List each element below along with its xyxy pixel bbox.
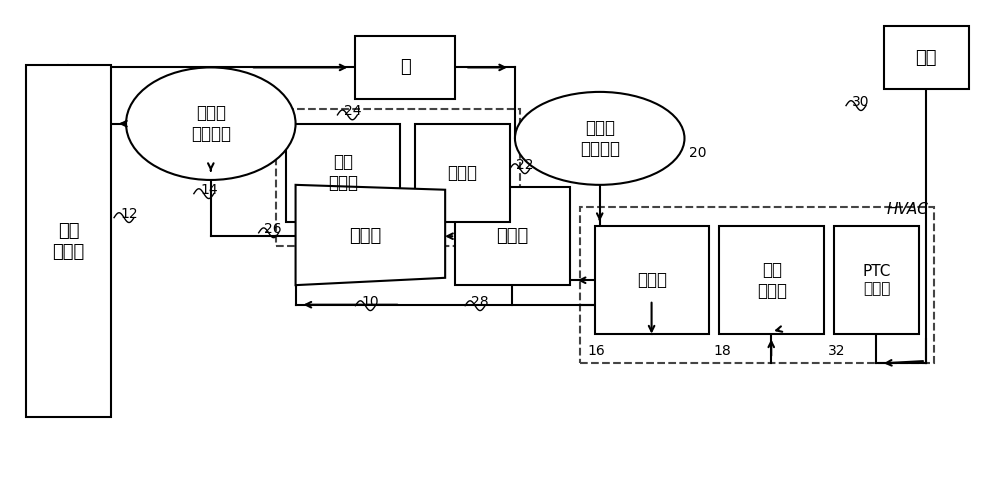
Text: 电机
逆变器: 电机 逆变器 [328,153,358,192]
FancyBboxPatch shape [834,226,919,334]
Text: 膨胀阀
（加热）: 膨胀阀 （加热） [191,104,231,143]
Text: 22: 22 [516,158,534,172]
Text: 膨胀阀
（冷却）: 膨胀阀 （冷却） [580,119,620,158]
Ellipse shape [126,67,296,180]
FancyBboxPatch shape [26,65,111,417]
FancyBboxPatch shape [286,123,400,221]
Text: 10: 10 [362,295,379,309]
Text: 28: 28 [471,295,489,309]
Text: 16: 16 [588,344,606,358]
Text: 蓄压器: 蓄压器 [496,227,529,245]
FancyBboxPatch shape [595,226,709,334]
Text: 24: 24 [344,104,361,119]
Text: PTC
加热器: PTC 加热器 [862,264,891,297]
Ellipse shape [515,92,684,185]
FancyBboxPatch shape [719,226,824,334]
Text: 12: 12 [120,207,138,221]
Text: 20: 20 [689,146,706,160]
Text: 电池: 电池 [916,49,937,66]
FancyBboxPatch shape [415,123,510,221]
FancyBboxPatch shape [580,207,934,364]
Text: 外部
冷凝器: 外部 冷凝器 [53,222,85,260]
FancyBboxPatch shape [884,26,969,90]
Text: HVAC: HVAC [887,202,929,216]
Text: 32: 32 [828,344,846,358]
Text: 冷却机: 冷却机 [448,164,478,182]
Text: 26: 26 [264,222,281,236]
Text: 18: 18 [714,344,731,358]
FancyBboxPatch shape [276,109,520,246]
Text: 30: 30 [852,94,870,109]
Text: 阀: 阀 [400,59,411,76]
Polygon shape [296,185,445,285]
FancyBboxPatch shape [455,187,570,285]
Text: 14: 14 [200,183,218,197]
FancyBboxPatch shape [355,35,455,99]
Text: 压缩机: 压缩机 [349,227,382,245]
Text: 蒸发器: 蒸发器 [637,271,667,289]
Text: 内部
冷凝器: 内部 冷凝器 [757,261,787,300]
